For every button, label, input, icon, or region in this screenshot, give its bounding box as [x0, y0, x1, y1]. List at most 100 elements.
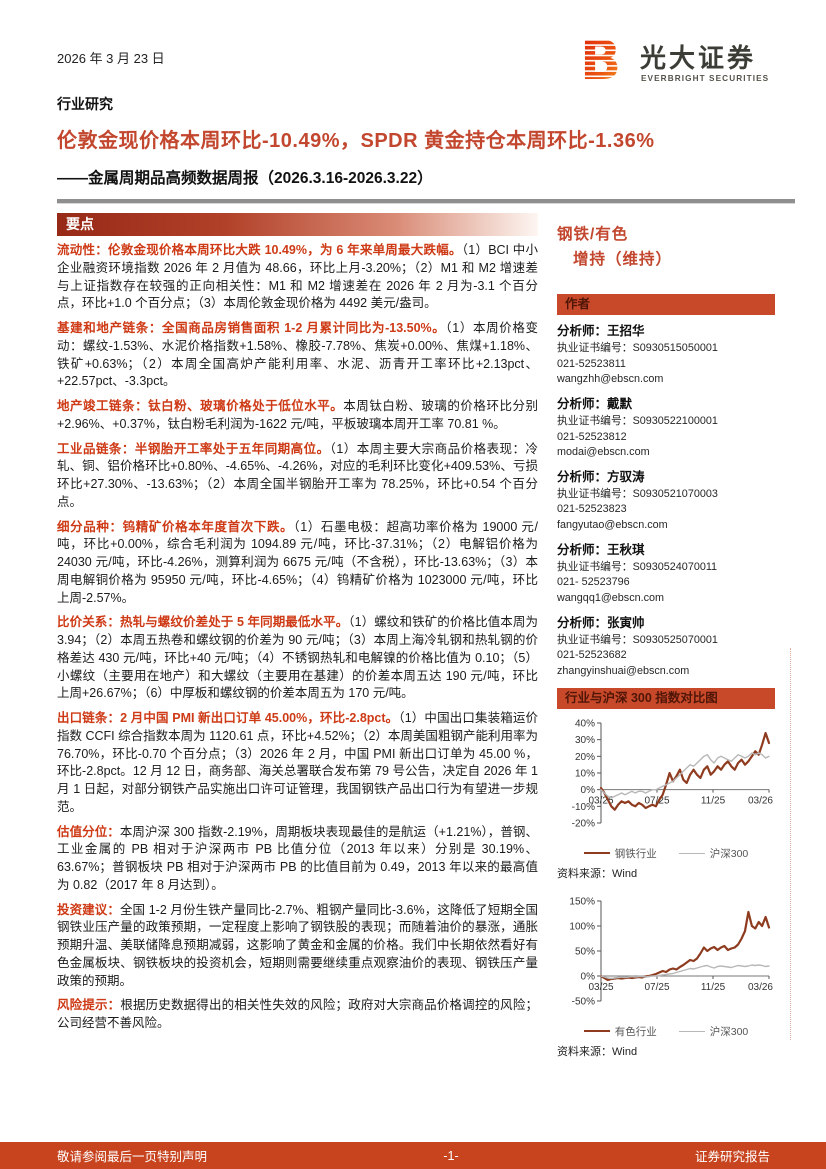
svg-text:30%: 30%: [575, 735, 595, 746]
legend-item: 钢铁行业: [583, 846, 657, 861]
svg-text:10%: 10%: [575, 768, 595, 779]
svg-text:20%: 20%: [575, 751, 595, 762]
analyst-cert: 执业证书编号：S0930522100001: [557, 414, 718, 427]
legend-label: 沪深300: [709, 847, 749, 860]
report-date: 2026 年 3 月 23 日: [57, 51, 165, 66]
everbright-logo-icon: B 光大证券 EVERBRIGHT SECURITIES: [580, 29, 769, 92]
report-category: 行业研究: [57, 96, 113, 112]
key-point-subcategories: 细分品种：钨精矿价格本年度首次下跌。（1）石墨电极：超高功率价格为 19000 …: [57, 519, 538, 608]
svg-text:-20%: -20%: [572, 818, 595, 829]
chart-legend: 钢铁行业 沪深300: [557, 846, 775, 861]
key-points-header: 要点: [57, 213, 538, 236]
key-point-infrastructure: 基建和地产链条：全国商品房销售面积 1-2 月累计同比为-13.50%。（1）本…: [57, 320, 538, 391]
key-point-text: 本周钛白粉、玻璃的价格环比分别+2.96%、+0.37%，钛白粉毛利润为-162…: [57, 399, 538, 431]
key-point-text: （1）中国出口集装箱运价指数 CCFI 综合指数本周为 1120.61 点，环比…: [57, 711, 538, 814]
analyst-email: wangqq1@ebscn.com: [557, 592, 664, 605]
analyst-phone: 021-52523811: [557, 357, 626, 370]
key-point-text: 本周沪深 300 指数-2.19%，周期板块表现最佳的是航运（+1.21%），普…: [57, 824, 538, 892]
sidebar: 钢铁/有色 增持（维持） 作者 分析师：王招华 执业证书编号：S09305150…: [557, 222, 775, 1069]
key-point-property-completion: 地产竣工链条：钛白粉、玻璃价格处于低位水平。本周钛白粉、玻璃的价格环比分别+2.…: [57, 398, 538, 434]
legend-label: 沪深300: [709, 1025, 749, 1038]
chart-canvas: 40% 30% 20% 10% 0% -10% -20% 03/25 07/25 11/25 03/…: [572, 718, 774, 829]
key-point-lead: 风险提示：: [57, 998, 121, 1013]
analyst-name: 方驭涛: [607, 469, 645, 484]
svg-text:07/25: 07/25: [644, 795, 669, 806]
key-point-text: （1）本周价格变动：螺纹-1.53%、水泥价格指数+1.58%、橡胶-7.78%…: [57, 321, 538, 389]
key-point-industrial: 工业品链条：半钢胎开工率处于五年同期高位。（1）本周主要大宗商品价格表现：冷轧、…: [57, 441, 538, 512]
key-points-column: 要点 流动性：伦敦金现价格本周环比大跌 10.49%，为 6 年来单周最大跌幅。…: [57, 213, 538, 1040]
svg-text:03/26: 03/26: [748, 795, 773, 806]
steel-vs-csi300-chart: 40% 30% 20% 10% 0% -10% -20% 03/25 07/25 11/25 03/…: [557, 713, 775, 861]
analyst-role-label: 分析师：: [557, 542, 608, 557]
svg-text:50%: 50%: [575, 946, 595, 957]
key-point-lead: 基建和地产链条：全国商品房销售面积 1-2 月累计同比为-13.50%。: [57, 321, 446, 335]
legend-item: 沪深300: [678, 846, 749, 861]
svg-text:-50%: -50%: [572, 996, 595, 1007]
key-point-risk-warning: 风险提示：根据历史数据得出的相关性失效的风险；政府对大宗商品价格调控的风险；公司…: [57, 997, 538, 1033]
key-point-lead: 细分品种：钨精矿价格本年度首次下跌。: [57, 519, 294, 534]
analyst-name: 王招华: [607, 324, 645, 338]
key-point-exports: 出口链条：2 月中国 PMI 新出口订单 45.00%，环比-2.8pct。（1…: [57, 710, 538, 817]
footer-disclaimer: 敬请参阅最后一页特别声明: [57, 1150, 208, 1164]
legend-item: 有色行业: [583, 1024, 657, 1039]
svg-text:40%: 40%: [575, 718, 595, 729]
chart-source: 资料来源：Wind: [557, 867, 638, 880]
analyst-name: 王秋琪: [607, 542, 645, 557]
rating-label: 增持（维持）: [573, 251, 673, 268]
legend-label: 有色行业: [614, 1025, 657, 1038]
header-divider: [57, 199, 795, 204]
svg-text:03/26: 03/26: [748, 982, 773, 993]
analyst-cert: 执业证书编号：S0930515050001: [557, 342, 718, 354]
key-point-lead: 流动性：伦敦金现价格本周环比大跌 10.49%，为 6 年来单周最大跌幅。: [57, 243, 462, 257]
chart-source: 资料来源：Wind: [557, 1045, 638, 1058]
svg-text:03/25: 03/25: [588, 982, 613, 993]
report-subtitle: ——金属周期品高频数据周报（2026.3.16-2026.3.22）: [57, 170, 433, 187]
svg-text:0%: 0%: [581, 971, 596, 982]
svg-text:100%: 100%: [569, 921, 595, 932]
analyst-cert: 执业证书编号：S0930524070011: [557, 560, 718, 573]
analyst-phone: 021- 52523796: [557, 576, 630, 589]
nonferrous-vs-csi300-chart: 150% 100% 50% 0% -50% 03/25 07/25 11/25 03/26 有色行…: [557, 891, 775, 1039]
svg-text:03/25: 03/25: [588, 795, 613, 806]
legend-line-icon: [678, 852, 705, 854]
key-points-body: 流动性：伦敦金现价格本周环比大跌 10.49%，为 6 年来单周最大跌幅。（1）…: [57, 242, 538, 1033]
author-block: 分析师：王招华 执业证书编号：S0930515050001 021-525238…: [557, 320, 775, 388]
page-number: -1-: [443, 1148, 459, 1163]
analyst-cert: 执业证书编号：S0930525070001: [557, 633, 718, 646]
logo-letter: B: [580, 34, 621, 86]
analyst-phone: 021-52523682: [557, 649, 627, 662]
legend-item: 沪深300: [678, 1024, 749, 1039]
legend-line-icon: [583, 1030, 610, 1033]
logo-name-en: EVERBRIGHT SECURITIES: [641, 74, 769, 83]
legend-line-icon: [583, 852, 610, 855]
key-point-text: 全国 1-2 月份生铁产量同比-2.7%、粗钢产量同比-3.6%，这降低了短期全…: [57, 902, 538, 988]
key-point-investment-advice: 投资建议：全国 1-2 月份生铁产量同比-2.7%、粗钢产量同比-3.6%，这降…: [57, 902, 538, 991]
analyst-phone: 021-52523823: [557, 503, 627, 516]
key-point-lead: 出口链条：2 月中国 PMI 新出口订单 45.00%，环比-2.8pct。: [57, 711, 399, 725]
analyst-role-label: 分析师：: [557, 396, 608, 411]
key-point-text: （1）BCI 中小企业融资环境指数 2026 年 2 月值为 48.66，环比上…: [57, 243, 538, 311]
svg-text:11/25: 11/25: [701, 795, 726, 806]
author-block: 分析师：戴默 执业证书编号：S0930522100001 021-5252381…: [557, 393, 775, 461]
legend-label: 钢铁行业: [614, 847, 657, 860]
analyst-cert: 执业证书编号：S0930521070003: [557, 487, 718, 500]
analyst-email: wangzhh@ebscn.com: [557, 373, 664, 386]
author-block: 分析师：张寅帅 执业证书编号：S0930525070001 021-525236…: [557, 612, 775, 680]
key-point-lead: 投资建议：: [57, 902, 120, 917]
author-block: 分析师：王秋琪 执业证书编号：S0930524070011 021- 52523…: [557, 539, 775, 607]
legend-line-icon: [678, 1030, 705, 1032]
analyst-role-label: 分析师：: [557, 469, 608, 484]
svg-text:-10%: -10%: [572, 801, 595, 812]
everbright-logo: B 光大证券 EVERBRIGHT SECURITIES: [580, 29, 796, 92]
key-point-liquidity: 流动性：伦敦金现价格本周环比大跌 10.49%，为 6 年来单周最大跌幅。（1）…: [57, 242, 538, 313]
chart-legend: 有色行业 沪深300: [557, 1024, 775, 1039]
chart-canvas: 150% 100% 50% 0% -50% 03/25 07/25 11/25 03/26: [569, 896, 773, 1007]
key-point-lead: 比价关系：热轧与螺纹价差处于 5 年同期最低水平。: [57, 615, 349, 630]
key-point-text: （1）本周主要大宗商品价格表现：冷轧、铜、铝价格环比+0.80%、-4.65%、…: [57, 441, 538, 509]
key-point-price-ratios: 比价关系：热轧与螺纹价差处于 5 年同期最低水平。（1）螺纹和铁矿的价格比值本周…: [57, 614, 538, 703]
key-point-valuation: 估值分位：本周沪深 300 指数-2.19%，周期板块表现最佳的是航运（+1.2…: [57, 824, 538, 895]
key-point-lead: 地产竣工链条：钛白粉、玻璃价格处于低位水平。: [57, 399, 344, 413]
report-title: 伦敦金现价格本周环比-10.49%，SPDR 黄金持仓本周环比-1.36%: [57, 130, 655, 152]
analyst-name: 张寅帅: [607, 615, 645, 630]
